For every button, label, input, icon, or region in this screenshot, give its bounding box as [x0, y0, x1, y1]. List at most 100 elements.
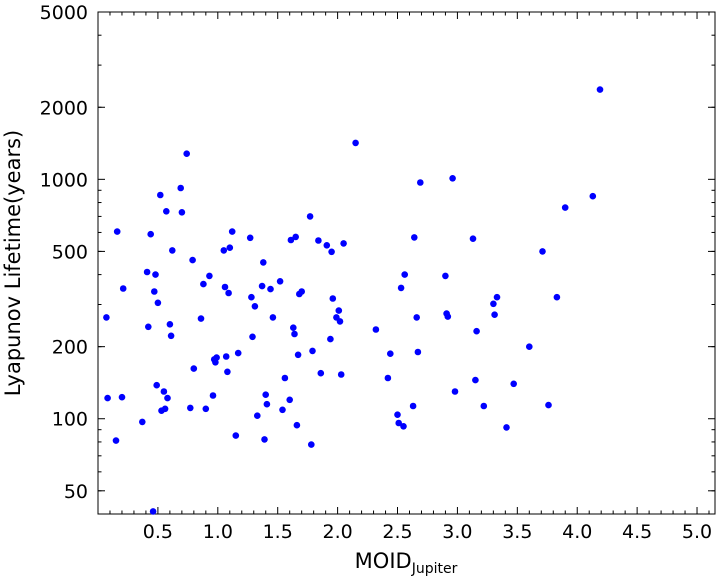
data-point — [395, 419, 403, 427]
data-point — [104, 394, 111, 402]
data-point — [190, 365, 198, 372]
data-point — [293, 421, 301, 429]
data-point — [113, 228, 121, 235]
data-point — [152, 271, 159, 278]
data-point — [225, 289, 232, 297]
x-tick-label: 0.5 — [143, 521, 173, 543]
data-point — [306, 213, 314, 220]
data-point — [163, 208, 170, 215]
data-point — [167, 332, 175, 340]
data-point — [336, 318, 344, 325]
data-point — [340, 240, 347, 247]
data-point — [177, 184, 184, 192]
data-point — [352, 139, 359, 147]
data-point — [161, 405, 169, 413]
data-point — [469, 235, 477, 242]
data-points — [103, 86, 604, 515]
x-tick-label: 2.5 — [382, 521, 412, 543]
data-point — [139, 418, 146, 426]
data-point — [327, 335, 334, 343]
data-point — [234, 349, 242, 357]
data-point — [206, 272, 213, 280]
axis-tick-labels: 0.5 1.0 1.5 2.0 2.5 3.0 3.5 4.0 4.5 5.0 50 100 200 50… — [40, 2, 712, 543]
data-point — [596, 86, 604, 93]
data-point — [444, 313, 452, 320]
data-point — [387, 350, 394, 358]
data-point — [118, 393, 126, 401]
data-point — [279, 406, 286, 414]
data-point — [473, 327, 480, 335]
y-tick-label: 200 — [52, 337, 88, 359]
x-tick-label: 5.0 — [682, 521, 712, 543]
x-tick-label: 2.0 — [323, 521, 353, 543]
data-point — [258, 282, 266, 290]
data-point — [253, 412, 261, 420]
data-point — [372, 326, 380, 333]
y-tick-label: 5000 — [40, 2, 88, 24]
axis-ticks — [98, 11, 715, 515]
data-point — [209, 392, 217, 399]
data-point — [262, 391, 270, 399]
x-axis-label: MOIDJupiter — [355, 549, 458, 577]
data-point — [308, 441, 315, 448]
data-point — [147, 230, 154, 238]
x-tick-label: 3.0 — [442, 521, 472, 543]
data-point — [401, 271, 409, 278]
data-point — [442, 272, 449, 280]
data-point — [394, 411, 401, 419]
data-point — [251, 303, 259, 310]
data-point — [417, 179, 424, 186]
y-axis-label: Lyapunov Lifetime(years) — [1, 130, 25, 396]
data-point — [260, 259, 267, 266]
data-point — [143, 268, 151, 276]
x-tick-label: 1.0 — [203, 521, 233, 543]
data-point — [317, 369, 325, 377]
data-point — [178, 209, 186, 216]
data-point — [183, 150, 190, 157]
data-point — [411, 234, 418, 241]
x-tick-label: 3.5 — [502, 521, 532, 543]
data-point — [335, 307, 343, 314]
data-point — [397, 284, 405, 292]
data-point — [281, 374, 289, 382]
data-point — [269, 314, 277, 321]
data-point — [287, 236, 295, 244]
data-point — [413, 314, 421, 321]
y-tick-label: 100 — [52, 409, 88, 431]
x-axis-label-main: MOID — [355, 549, 412, 573]
data-point — [232, 432, 240, 439]
data-point — [197, 315, 205, 322]
data-point — [451, 388, 459, 395]
data-point — [510, 380, 517, 388]
data-point — [409, 402, 417, 410]
data-point — [400, 423, 407, 430]
data-point — [491, 311, 498, 319]
data-point — [249, 333, 256, 341]
data-point — [294, 351, 302, 359]
data-point — [472, 376, 479, 384]
data-point — [222, 353, 230, 360]
data-point — [202, 405, 210, 413]
data-point — [149, 508, 157, 515]
x-tick-label: 4.0 — [562, 521, 592, 543]
data-point — [169, 247, 176, 254]
data-point — [119, 285, 127, 292]
data-point — [545, 401, 552, 409]
data-point — [589, 192, 597, 200]
data-point — [414, 348, 422, 356]
data-point — [490, 300, 497, 308]
data-point — [261, 436, 268, 443]
data-point — [200, 280, 207, 288]
data-point — [246, 234, 254, 242]
data-point — [221, 283, 229, 291]
data-point — [145, 323, 152, 331]
y-tick-label: 50 — [64, 481, 88, 503]
data-point — [292, 233, 300, 241]
data-point — [103, 314, 110, 321]
data-point — [329, 295, 337, 302]
data-point — [164, 394, 171, 402]
data-point — [328, 248, 335, 256]
data-point — [157, 191, 164, 199]
data-point — [228, 228, 236, 235]
